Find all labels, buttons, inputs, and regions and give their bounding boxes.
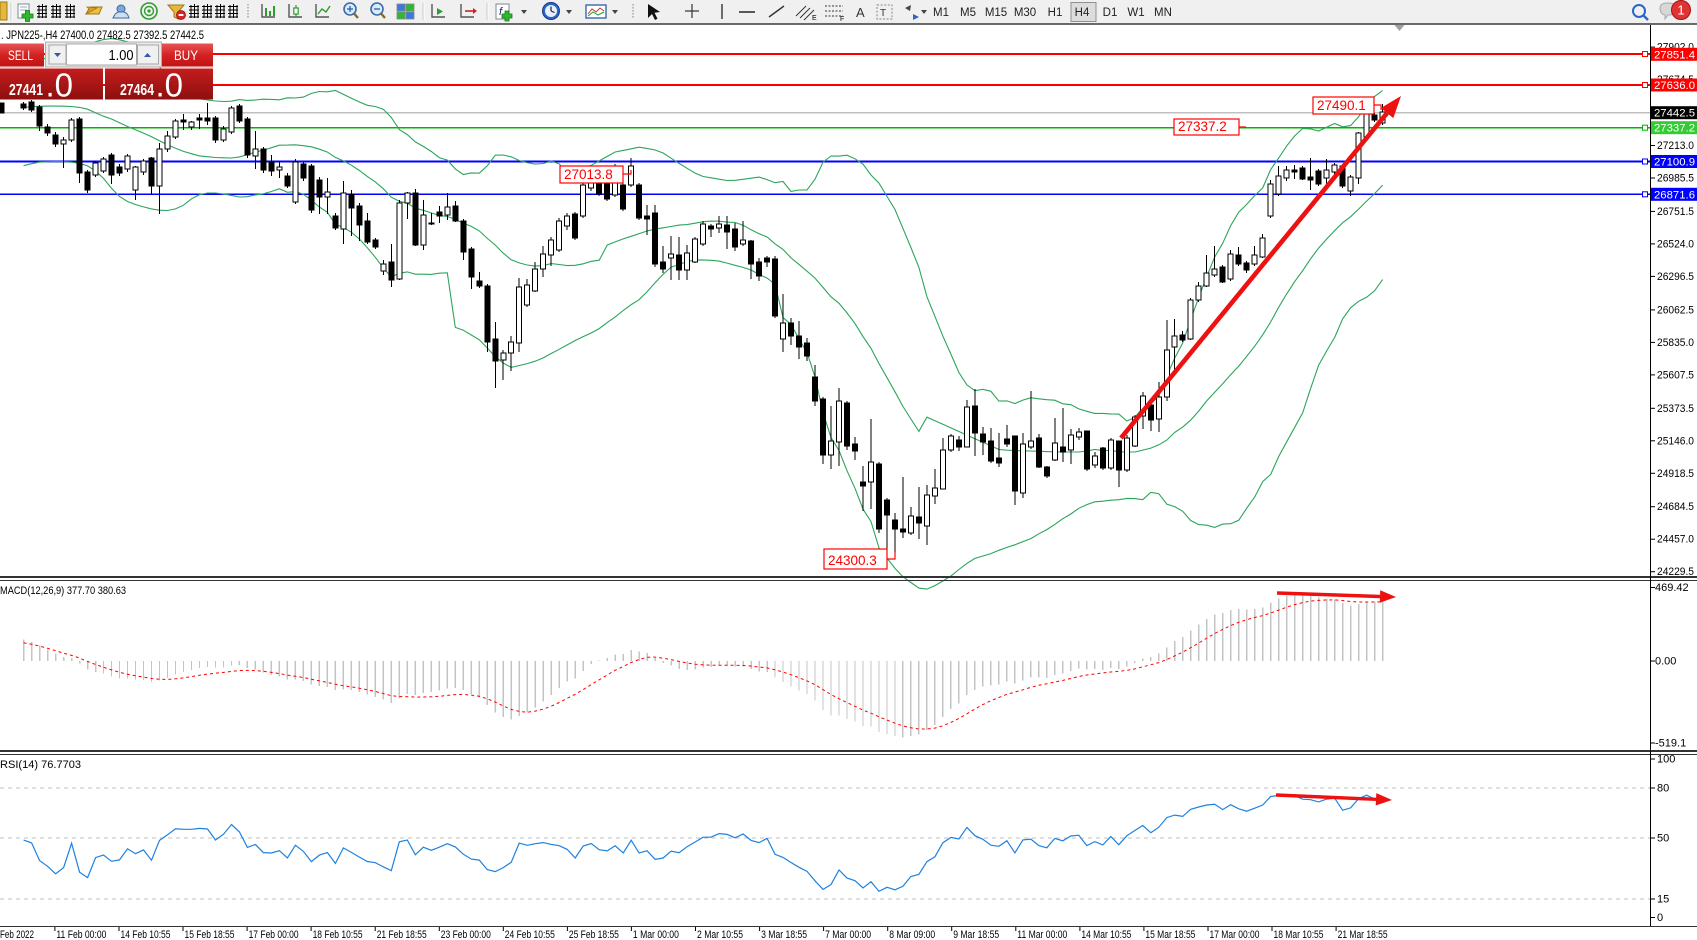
svg-text:25146.0: 25146.0 — [1657, 435, 1694, 447]
svg-text:27013.8: 27013.8 — [564, 167, 613, 182]
svg-text:27464: 27464 — [120, 82, 154, 99]
svg-text:T: T — [880, 8, 886, 19]
svg-text:M15: M15 — [985, 7, 1007, 19]
svg-text:15 Feb 18:55: 15 Feb 18:55 — [185, 929, 235, 940]
svg-text:RSI(14) 76.7703: RSI(14) 76.7703 — [0, 759, 81, 771]
svg-text:BUY: BUY — [174, 47, 199, 63]
svg-text:1: 1 — [1677, 3, 1684, 18]
svg-text:f: f — [499, 6, 503, 18]
svg-text:15: 15 — [1657, 894, 1669, 906]
svg-text:H1: H1 — [1048, 7, 1063, 19]
svg-text:8 Mar 09:00: 8 Mar 09:00 — [889, 929, 935, 940]
svg-text:24229.5: 24229.5 — [1657, 566, 1694, 578]
svg-text:W1: W1 — [1127, 7, 1144, 19]
svg-text:27100.9: 27100.9 — [1654, 157, 1695, 169]
svg-text:MACD(12,26,9) 377.70 380.63: MACD(12,26,9) 377.70 380.63 — [0, 585, 126, 597]
svg-text:27337.2: 27337.2 — [1654, 123, 1695, 135]
svg-text:.0: .0 — [46, 67, 74, 104]
svg-text:469.42: 469.42 — [1655, 582, 1689, 594]
svg-text:27490.1: 27490.1 — [1317, 98, 1366, 113]
svg-text:E: E — [812, 15, 817, 22]
svg-text:27441: 27441 — [9, 82, 43, 99]
svg-text:24918.5: 24918.5 — [1657, 468, 1694, 480]
svg-text:26751.5: 26751.5 — [1657, 206, 1694, 218]
svg-text:24457.0: 24457.0 — [1657, 534, 1694, 546]
svg-text:3 Mar 18:55: 3 Mar 18:55 — [761, 929, 807, 940]
svg-text:11 Feb 00:00: 11 Feb 00:00 — [56, 929, 106, 940]
svg-text:26871.6: 26871.6 — [1654, 189, 1695, 201]
svg-text:18 Mar 10:55: 18 Mar 10:55 — [1274, 929, 1324, 940]
svg-text:25835.0: 25835.0 — [1657, 337, 1694, 349]
svg-text:21 Mar 18:55: 21 Mar 18:55 — [1338, 929, 1388, 940]
svg-text:26062.5: 26062.5 — [1657, 304, 1694, 316]
svg-text:24 Feb 10:55: 24 Feb 10:55 — [505, 929, 555, 940]
svg-text:25607.5: 25607.5 — [1657, 369, 1694, 381]
svg-text:24684.5: 24684.5 — [1657, 501, 1694, 513]
svg-text:23 Feb 00:00: 23 Feb 00:00 — [441, 929, 491, 940]
svg-text:27636.0: 27636.0 — [1654, 80, 1695, 92]
svg-text:26296.5: 26296.5 — [1657, 271, 1694, 283]
svg-text:A: A — [856, 5, 865, 20]
svg-text:D1: D1 — [1103, 7, 1118, 19]
svg-text:H4: H4 — [1075, 7, 1090, 19]
svg-text:100: 100 — [1657, 754, 1675, 766]
svg-text:15 Mar 18:55: 15 Mar 18:55 — [1145, 929, 1195, 940]
svg-text:.0: .0 — [156, 67, 184, 104]
svg-text:17 Mar 00:00: 17 Mar 00:00 — [1210, 929, 1260, 940]
svg-text:27337.2: 27337.2 — [1178, 119, 1227, 134]
svg-text:21 Feb 18:55: 21 Feb 18:55 — [377, 929, 427, 940]
svg-text:25 Feb 18:55: 25 Feb 18:55 — [569, 929, 619, 940]
svg-text:M30: M30 — [1014, 7, 1036, 19]
svg-text:50: 50 — [1657, 833, 1669, 845]
svg-text:Feb 2022: Feb 2022 — [0, 929, 34, 940]
svg-text:0: 0 — [1657, 912, 1663, 924]
svg-text:80: 80 — [1657, 783, 1669, 795]
svg-text:7 Mar 00:00: 7 Mar 00:00 — [825, 929, 871, 940]
svg-text:. JPN225-,H4 27400.0 27482.5: . JPN225-,H4 27400.0 27482.5 27392.5 274… — [1, 30, 204, 42]
svg-text:0.00: 0.00 — [1655, 656, 1676, 668]
svg-text:27442.5: 27442.5 — [1654, 108, 1695, 120]
svg-text:2 Mar 10:55: 2 Mar 10:55 — [697, 929, 743, 940]
svg-text:27851.4: 27851.4 — [1654, 49, 1695, 61]
svg-text:F: F — [840, 16, 844, 23]
svg-text:26524.0: 26524.0 — [1657, 238, 1694, 250]
svg-text:25373.5: 25373.5 — [1657, 403, 1694, 415]
svg-text:18 Feb 10:55: 18 Feb 10:55 — [313, 929, 363, 940]
svg-text:27213.0: 27213.0 — [1657, 140, 1694, 152]
svg-text:9 Mar 18:55: 9 Mar 18:55 — [953, 929, 999, 940]
svg-text:1.00: 1.00 — [109, 48, 134, 64]
svg-text:M5: M5 — [960, 7, 976, 19]
svg-text:14 Mar 10:55: 14 Mar 10:55 — [1081, 929, 1131, 940]
svg-text:17 Feb 00:00: 17 Feb 00:00 — [249, 929, 299, 940]
svg-text:MN: MN — [1154, 7, 1172, 19]
svg-text:M1: M1 — [933, 7, 949, 19]
svg-text:-519.1: -519.1 — [1655, 738, 1686, 750]
svg-text:SELL: SELL — [8, 47, 33, 63]
svg-text:24300.3: 24300.3 — [828, 553, 877, 568]
svg-text:1 Mar 00:00: 1 Mar 00:00 — [633, 929, 679, 940]
svg-text:11 Mar 00:00: 11 Mar 00:00 — [1017, 929, 1067, 940]
svg-text:14 Feb 10:55: 14 Feb 10:55 — [121, 929, 171, 940]
svg-text:26985.5: 26985.5 — [1657, 173, 1694, 185]
